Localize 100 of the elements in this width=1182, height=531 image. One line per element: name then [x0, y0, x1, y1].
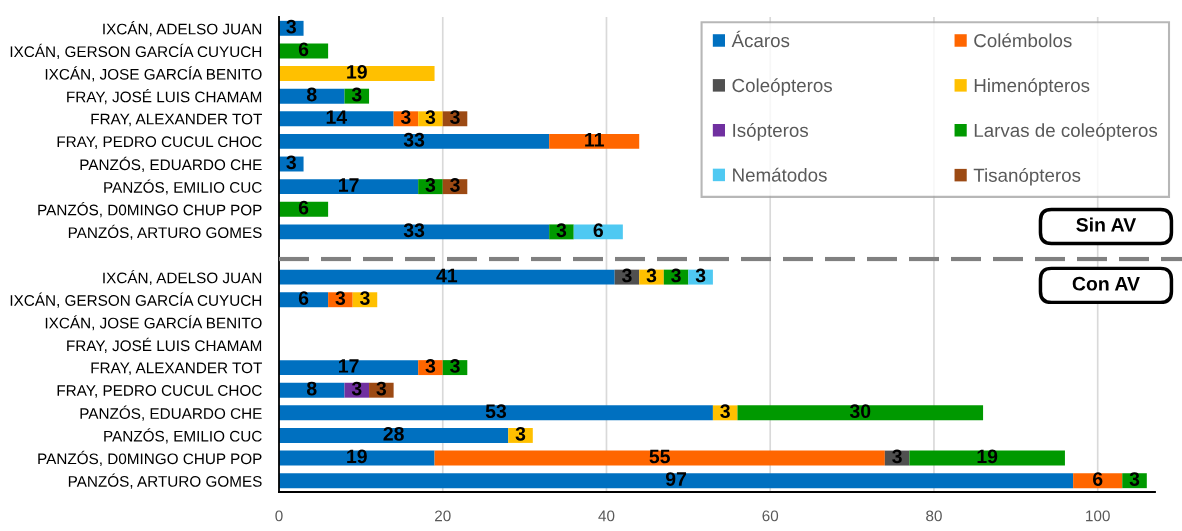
legend-label: Isópteros: [733, 123, 809, 141]
bar: [279, 360, 419, 376]
data-label: 3: [1129, 472, 1140, 486]
data-label: 3: [351, 381, 362, 396]
data-label: 3: [400, 110, 411, 125]
x-tick-label: 40: [598, 510, 615, 522]
data-label: 6: [1093, 472, 1103, 486]
bar: [573, 224, 623, 240]
legend-label: Colémbolos: [974, 33, 1072, 48]
data-label: 33: [403, 223, 425, 238]
x-tick-label: 20: [435, 510, 451, 522]
y-tick-label: PANZÓS, EMILIO CUC: [104, 179, 262, 195]
bar: [279, 382, 345, 398]
bar: [279, 179, 419, 195]
bar: [549, 133, 640, 149]
y-tick-label: IXCÁN, JOSE GARCÍA BENITO: [45, 315, 262, 331]
y-tick-label: IXCÁN, ADELSO JUAN: [103, 269, 262, 286]
data-label: 3: [695, 268, 706, 283]
data-label: 3: [515, 426, 526, 441]
bar: [279, 133, 550, 149]
x-tick-label: 60: [762, 510, 779, 522]
bar: [279, 450, 435, 466]
data-label: 3: [335, 291, 346, 305]
data-label: 3: [425, 110, 436, 125]
bar: [1073, 473, 1123, 489]
data-label: 6: [298, 42, 309, 57]
y-tick-label: IXCÁN, GERSON GARCÍA CUYUCH: [10, 43, 262, 59]
bar: [279, 269, 615, 285]
legend-label: Larvas de coleópteros: [974, 123, 1158, 141]
data-label: 11: [585, 133, 604, 147]
y-tick-label: IXCÁN, JOSE GARCÍA BENITO: [45, 66, 262, 82]
y-tick-label: FRAY, JOSÉ LUIS CHAMAM: [67, 337, 262, 353]
data-label: 53: [485, 404, 507, 419]
data-label: 33: [403, 132, 425, 147]
data-label: 3: [360, 291, 370, 305]
data-label: 30: [849, 404, 871, 419]
y-tick-label: FRAY, PEDRO CUCUL CHOC: [57, 136, 262, 149]
legend-label: Ácaros: [731, 30, 790, 48]
data-label: 19: [347, 65, 367, 79]
y-tick-label: PANZÓS, ARTURO GOMES: [68, 224, 262, 240]
y-tick-label: FRAY, ALEXANDER TOT: [91, 362, 262, 376]
data-label: 3: [450, 110, 460, 125]
bar: [909, 450, 1065, 466]
bar: [737, 405, 984, 421]
bar: [279, 427, 509, 443]
data-label: 3: [892, 449, 902, 464]
data-label: 8: [306, 87, 317, 102]
y-tick-label: IXCÁN, ADELSO JUAN: [103, 21, 262, 37]
data-label: 6: [298, 200, 309, 215]
bar: [279, 473, 1074, 489]
y-tick-label: PANZÓS, D0MINGO CHUP POP: [38, 202, 262, 218]
y-tick-label: FRAY, JOSÉ LUIS CHAMAM: [67, 88, 262, 105]
x-tick-label: 80: [926, 510, 942, 522]
legend-label: Tisanópteros: [973, 167, 1081, 186]
legend-label: Nemátodos: [733, 167, 827, 182]
x-tick-label: 100: [1086, 510, 1110, 522]
data-label: 19: [347, 449, 367, 464]
y-tick-label: FRAY, PEDRO CUCUL CHOC: [57, 385, 262, 398]
annotation: Sin AV: [1076, 217, 1137, 232]
data-label: 55: [649, 449, 670, 464]
data-label: 3: [671, 268, 681, 283]
annotation: Con AV: [1072, 276, 1140, 291]
data-label: 3: [646, 268, 657, 283]
data-label: 28: [383, 426, 404, 441]
data-label: 3: [425, 178, 436, 192]
y-tick-label: PANZÓS, ARTURO GOMES: [68, 473, 262, 489]
y-tick-label: PANZÓS, EDUARDO CHE: [80, 156, 262, 172]
data-label: 14: [326, 110, 348, 124]
legend-label: Himenópteros: [974, 78, 1090, 96]
data-label: 3: [425, 359, 436, 373]
data-label: 3: [556, 223, 567, 238]
y-tick-label: IXCÁN, GERSON GARCÍA CUYUCH: [10, 292, 262, 308]
y-tick-label: PANZÓS, EDUARDO CHE: [80, 405, 262, 421]
bar: [434, 450, 885, 466]
data-label: 3: [450, 359, 460, 373]
bar: [279, 66, 435, 82]
y-tick-label: PANZÓS, EMILIO CUC: [104, 428, 262, 444]
data-label: 6: [593, 223, 603, 238]
data-label: 41: [436, 268, 458, 283]
y-tick-label: PANZÓS, D0MINGO CHUP POP: [38, 450, 262, 467]
data-label: 3: [351, 87, 362, 102]
data-label: 3: [621, 268, 632, 283]
data-label: 3: [286, 19, 296, 34]
y-tick-label: FRAY, ALEXANDER TOT: [91, 113, 262, 127]
data-label: 8: [306, 381, 317, 396]
data-label: 3: [376, 381, 387, 396]
bar: [279, 405, 713, 421]
bar: [279, 111, 394, 127]
data-label: 97: [665, 472, 687, 486]
data-label: 17: [339, 359, 359, 373]
x-tick-label: 0: [275, 510, 283, 522]
bar: [279, 88, 345, 104]
data-label: 17: [339, 178, 359, 192]
bar: [279, 224, 550, 240]
data-label: 19: [977, 449, 998, 464]
data-label: 3: [450, 178, 460, 192]
data-label: 3: [720, 404, 730, 419]
legend-label: Coleópteros: [732, 78, 832, 96]
data-label: 6: [298, 291, 309, 305]
data-label: 3: [286, 155, 296, 170]
